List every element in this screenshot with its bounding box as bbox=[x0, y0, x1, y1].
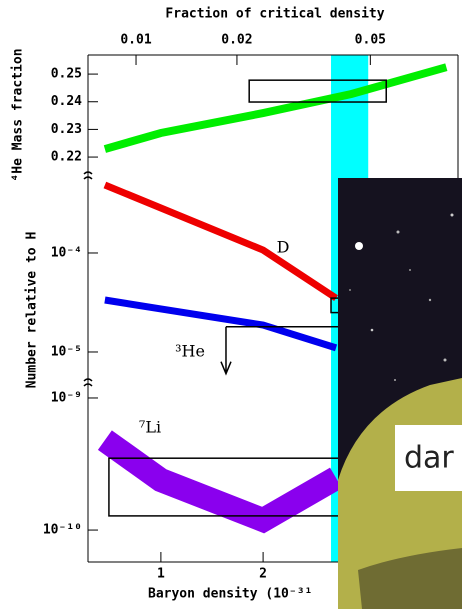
y-tick-label: 0.23 bbox=[51, 122, 82, 137]
y-tick-label: 10⁻⁴ bbox=[51, 245, 82, 260]
top-tick-label: 0.02 bbox=[221, 33, 252, 48]
curve bbox=[105, 185, 336, 298]
curve-label: D bbox=[277, 238, 290, 257]
y-axis-title: Number relative to H bbox=[25, 232, 40, 389]
curve bbox=[105, 440, 336, 520]
x-axis-title: Baryon density (10⁻³¹ bbox=[148, 587, 312, 602]
y-tick-label: 0.25 bbox=[51, 67, 82, 82]
curve bbox=[105, 300, 336, 348]
y-tick-label: 10⁻¹⁰ bbox=[43, 523, 82, 538]
overlay-text: dar bbox=[404, 441, 454, 476]
y-tick-label: 0.22 bbox=[51, 150, 82, 165]
curve-label: ⁷Li bbox=[139, 418, 161, 437]
x-tick-label: 2 bbox=[259, 567, 267, 582]
top-tick-label: 0.01 bbox=[120, 33, 151, 48]
curve-label: ³He bbox=[175, 342, 205, 361]
overlay-image: dar bbox=[338, 178, 462, 609]
chart: 1 2 0.01 0.02 0.05 0.22 0.23 0.24 0.25 10⁻⁴ 10⁻⁵ D ³… bbox=[0, 0, 462, 609]
y-tick-label: 10⁻⁵ bbox=[51, 344, 82, 359]
y-axis-title: ⁴He Mass fraction bbox=[11, 48, 26, 181]
x-tick-label: 1 bbox=[157, 567, 165, 582]
limit-arrow bbox=[221, 327, 231, 374]
y-tick-label: 10⁻⁹ bbox=[51, 390, 82, 405]
top-tick-label: 0.05 bbox=[355, 33, 386, 48]
top-axis-title: Fraction of critical density bbox=[165, 7, 384, 22]
y-tick-label: 0.24 bbox=[51, 94, 82, 109]
